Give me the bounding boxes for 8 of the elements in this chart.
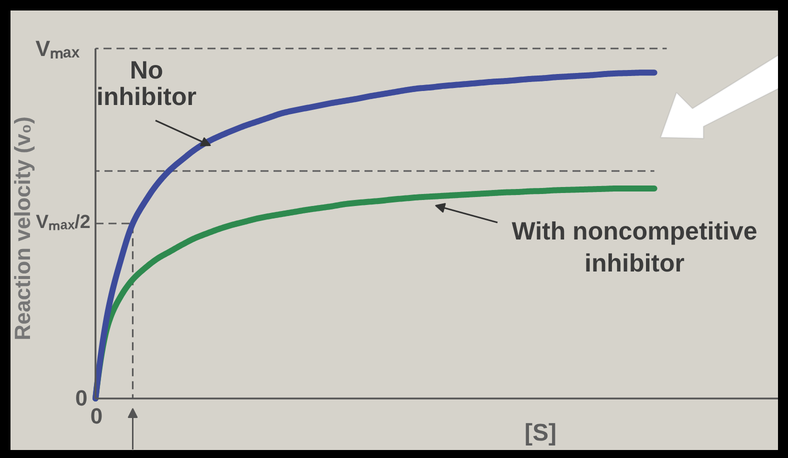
text: 0 — [90, 404, 103, 428]
annotation: With noncompetitive inhibitor — [512, 218, 758, 278]
text: 0 — [75, 386, 88, 410]
x-axis-title: [S] — [524, 420, 557, 446]
text: Vₘₐₓ/2 — [36, 212, 91, 233]
text: Vₘₐₓ — [35, 36, 80, 61]
y-axis-title: Reaction velocity (v₀) — [10, 116, 35, 340]
annotation: No inhibitor — [96, 56, 197, 112]
